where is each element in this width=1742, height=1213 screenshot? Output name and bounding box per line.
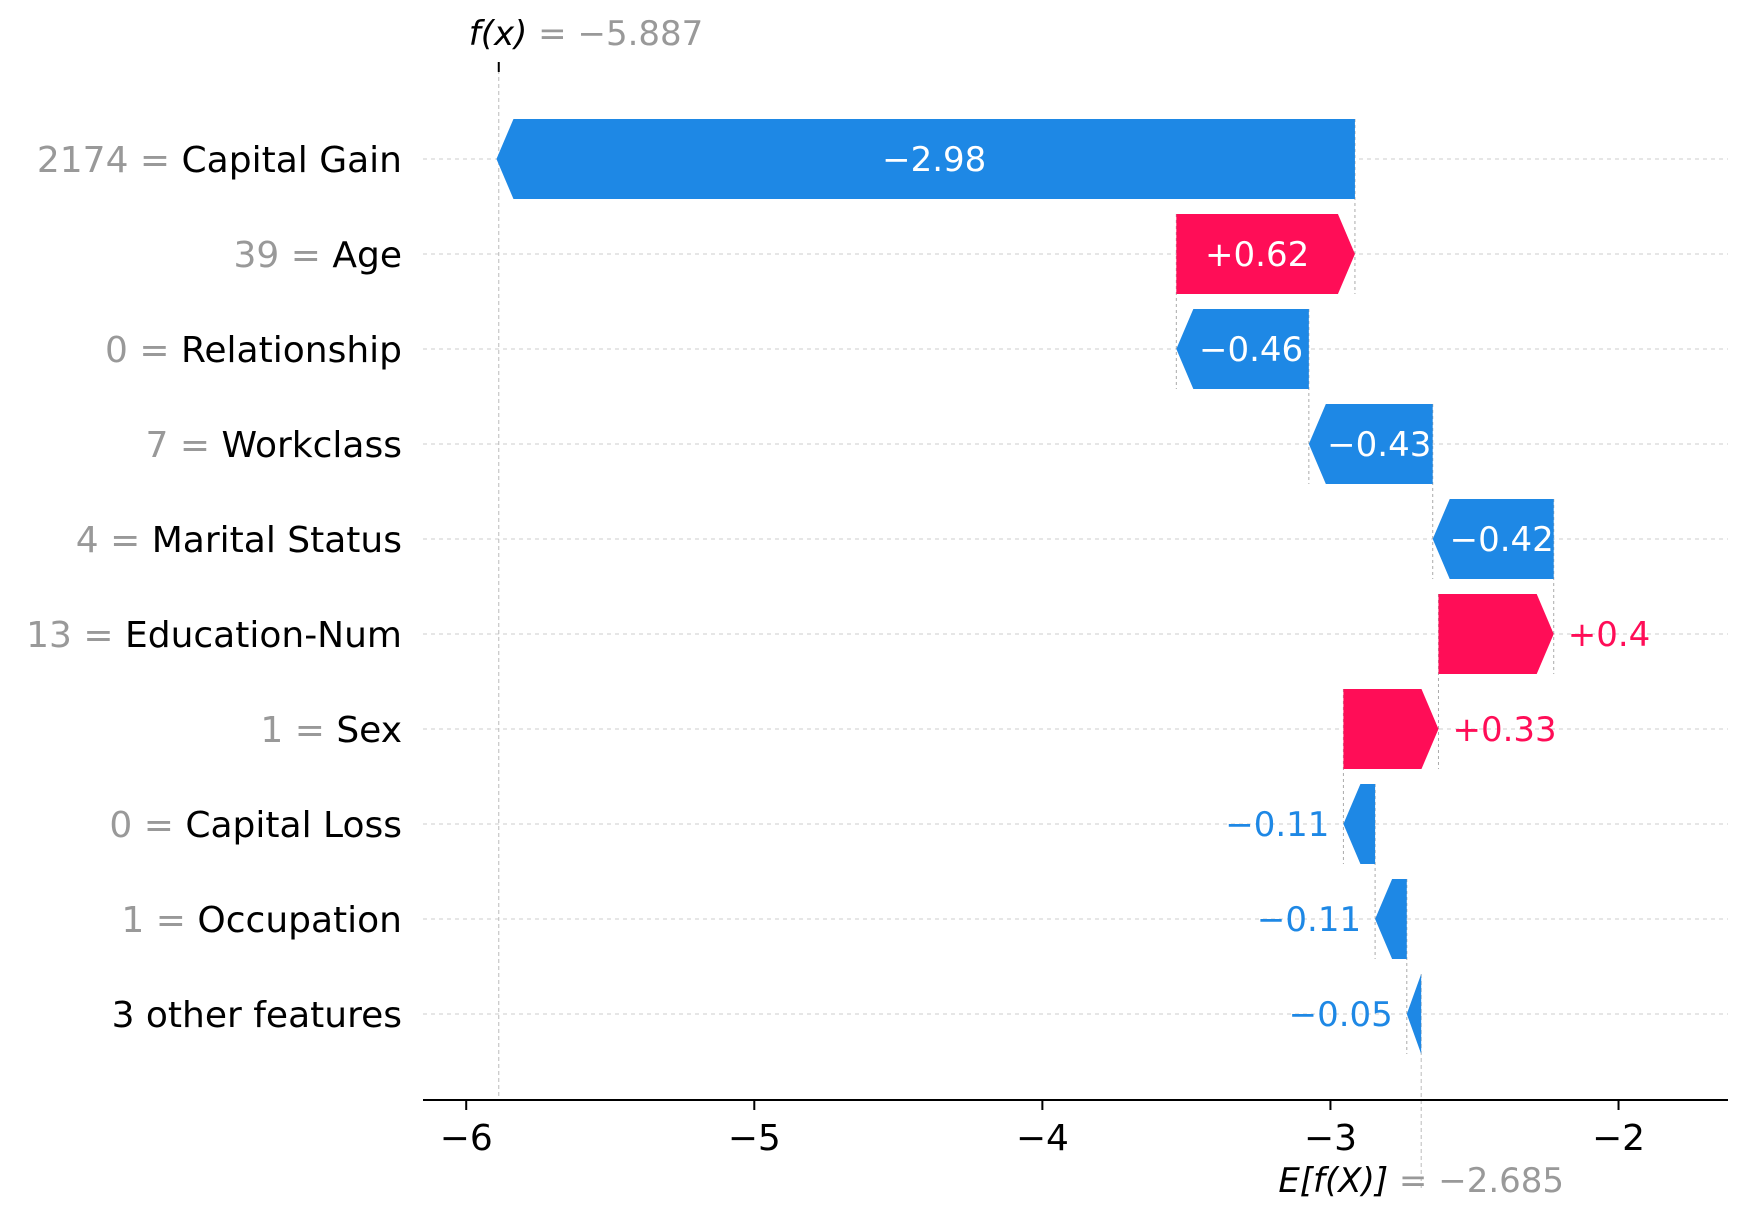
bar — [496, 119, 1355, 199]
fx-label-name: f(x) — [469, 14, 528, 54]
feature-name: 3 other features — [112, 995, 402, 1036]
bar-value-label: −0.42 — [1450, 520, 1554, 560]
feature-value: 2174 = — [37, 140, 182, 181]
feature-value: 13 = — [26, 615, 125, 656]
plot-area — [423, 70, 1728, 1100]
feature-name: Workclass — [221, 425, 402, 466]
feature-value: 1 = — [260, 710, 336, 751]
bar — [1375, 879, 1407, 959]
x-tick-label: −4 — [1016, 1118, 1069, 1159]
bar — [1432, 499, 1554, 579]
bar-value-label: −0.43 — [1327, 425, 1431, 465]
feature-name: Marital Status — [152, 520, 402, 561]
x-tick-label: −3 — [1304, 1118, 1357, 1159]
feature-value: 4 = — [76, 520, 152, 561]
fx-label: f(x) = −5.887 — [469, 14, 704, 54]
feature-name: Sex — [336, 710, 402, 751]
feature-name: Occupation — [197, 900, 402, 941]
feature-label: 3 other features — [112, 995, 402, 1036]
feature-label: 2174 = Capital Gain — [37, 140, 402, 181]
bar — [1343, 689, 1439, 769]
efx-label: E[f(X)] = −2.685 — [1278, 1161, 1564, 1201]
feature-value: 7 = — [146, 425, 222, 466]
feature-label: 0 = Capital Loss — [109, 805, 402, 846]
feature-name: Relationship — [181, 330, 402, 371]
fx-axis: f(x) = −5.887 — [469, 14, 704, 72]
bar-value-label: −0.11 — [1225, 805, 1329, 845]
bar — [1343, 784, 1376, 864]
bar — [1176, 214, 1355, 294]
fx-label-value: = −5.887 — [527, 14, 703, 54]
feature-name: Age — [332, 235, 402, 276]
feature-label: 39 = Age — [234, 235, 403, 276]
feature-label: 7 = Workclass — [146, 425, 403, 466]
feature-name: Capital Gain — [182, 140, 402, 181]
bar — [1406, 974, 1422, 1054]
y-axis-labels: 2174 = Capital Gain 39 = Age 0 = Relations… — [26, 140, 402, 1036]
feature-value: 0 = — [109, 805, 185, 846]
bar-value-label: −0.05 — [1289, 995, 1393, 1035]
bar-value-label: −0.11 — [1257, 900, 1361, 940]
bar-value-label: +0.4 — [1568, 615, 1651, 655]
bar — [1176, 309, 1309, 389]
feature-label: 0 = Relationship — [105, 330, 402, 371]
x-tick-label: −5 — [728, 1118, 781, 1159]
feature-label: 1 = Sex — [260, 710, 402, 751]
bar — [1438, 594, 1554, 674]
efx-label-value: = −2.685 — [1388, 1161, 1564, 1201]
bar-value-label: +0.62 — [1205, 235, 1309, 275]
bars: −2.98 +0.62 −0.46 −0.43 −0.42 +0.4 +0.33 −0.11 −… — [496, 119, 1650, 1054]
bar-value-label: +0.33 — [1452, 710, 1556, 750]
feature-name: Capital Loss — [185, 805, 402, 846]
bar-value-label: −0.46 — [1199, 330, 1303, 370]
efx-label-name: E[f(X)] — [1278, 1161, 1388, 1201]
bar-value-label: −2.98 — [882, 140, 986, 180]
feature-label: 1 = Occupation — [121, 900, 402, 941]
bar — [1308, 404, 1433, 484]
feature-name: Education-Num — [125, 615, 402, 656]
feature-value: 1 = — [121, 900, 197, 941]
feature-value: 39 = — [234, 235, 333, 276]
feature-value: 0 = — [105, 330, 181, 371]
x-axis: −6 −5 −4 −3 −2 E[f(X)] = −2.685 — [423, 1099, 1728, 1201]
x-tick-label: −2 — [1592, 1118, 1645, 1159]
x-tick-label: −6 — [440, 1118, 493, 1159]
feature-label: 13 = Education-Num — [26, 615, 402, 656]
feature-label: 4 = Marital Status — [76, 520, 402, 561]
